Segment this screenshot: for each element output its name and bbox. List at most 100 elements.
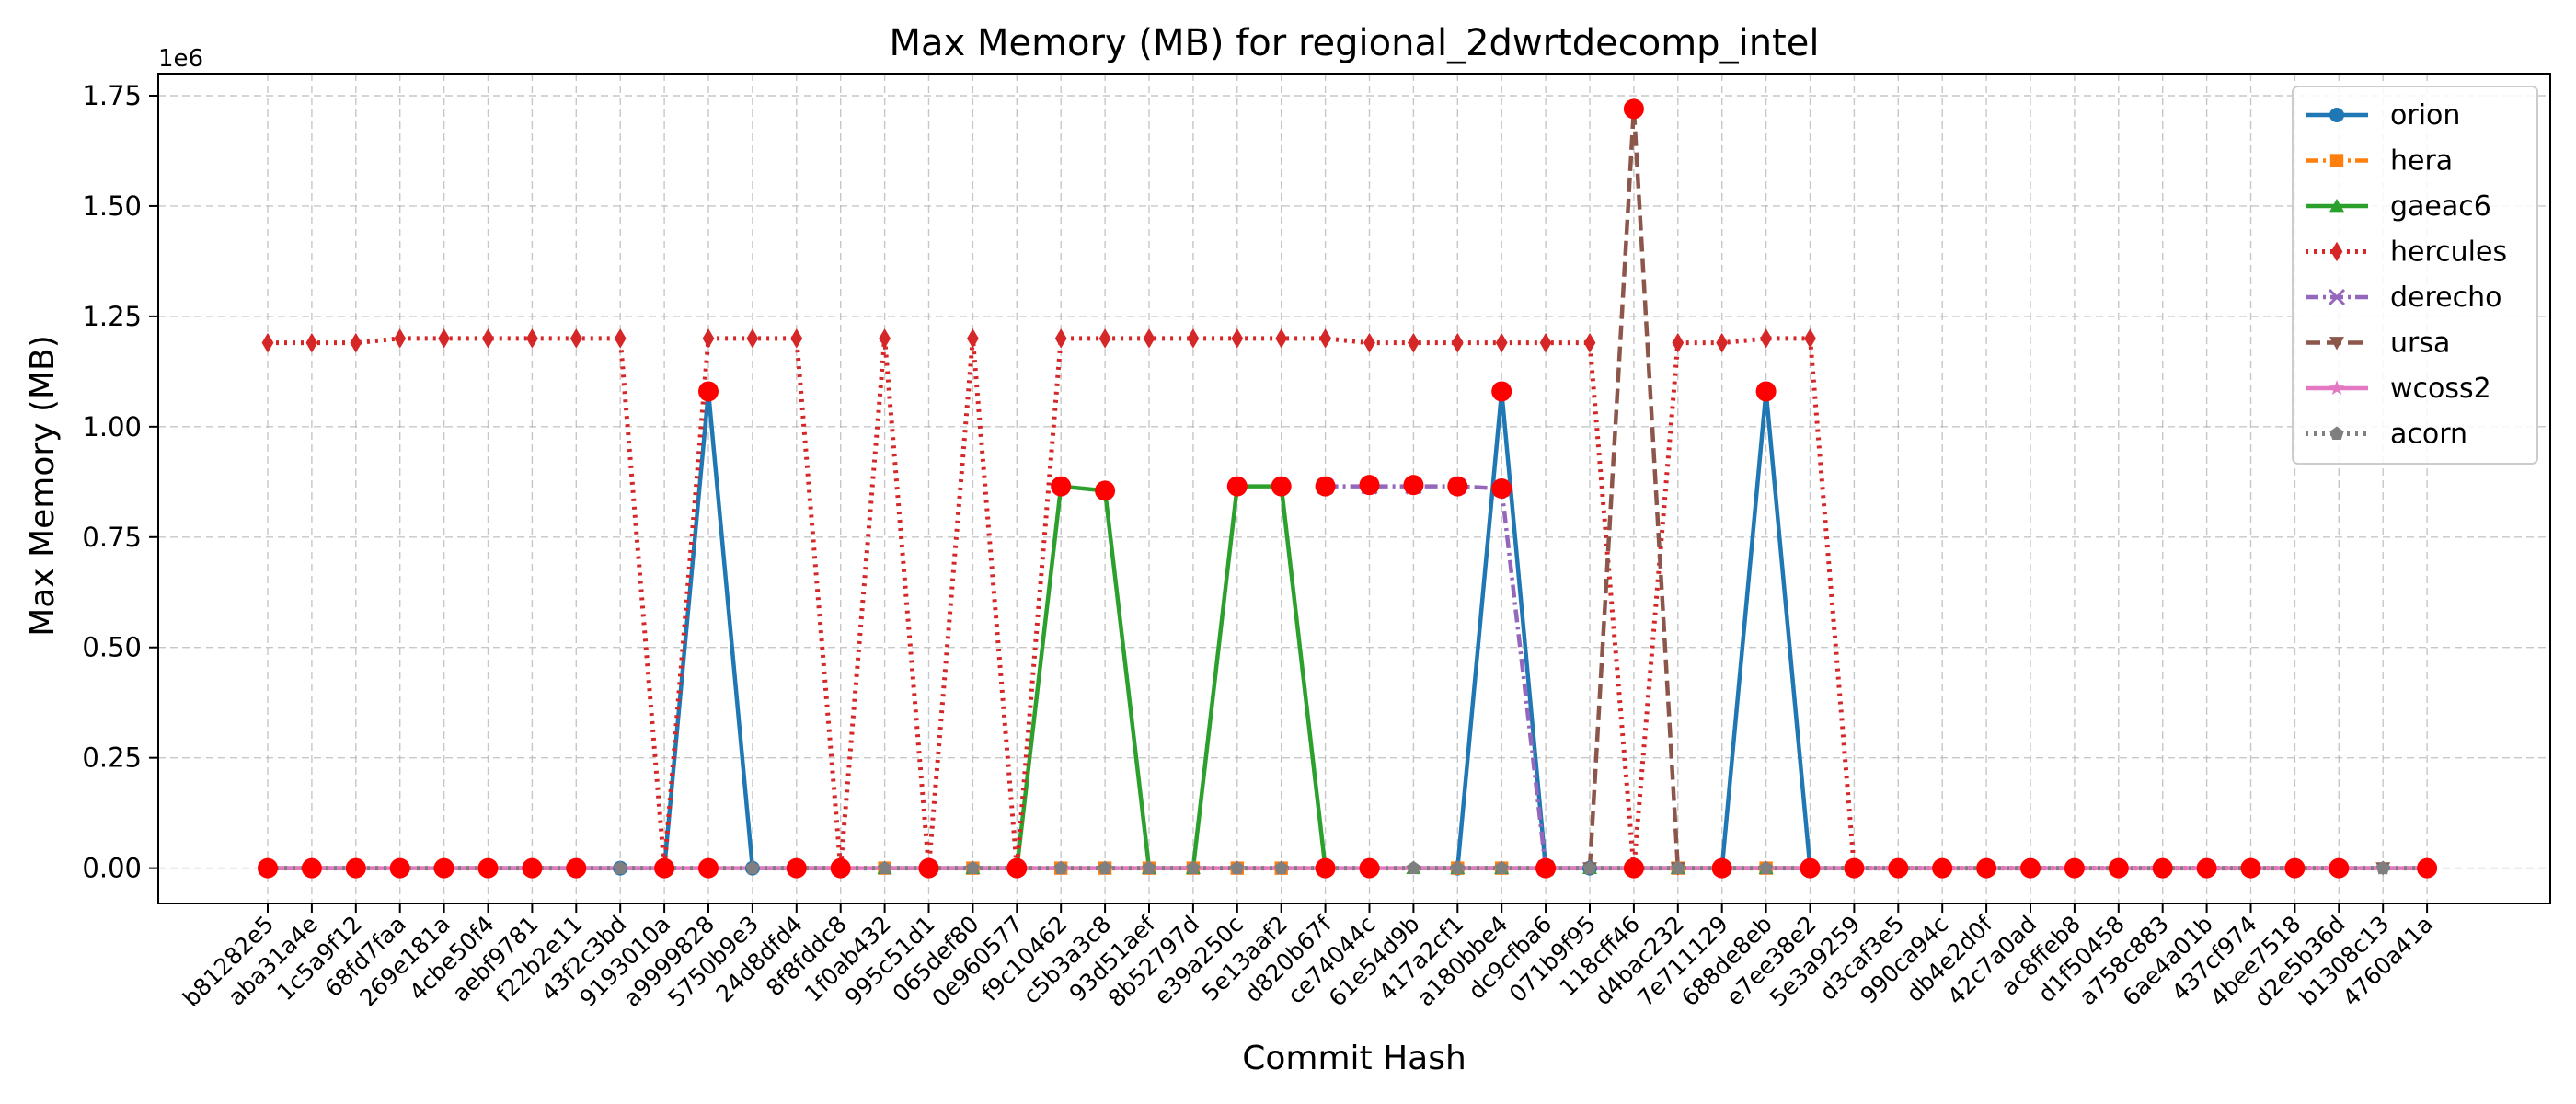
highlight-point [1447,476,1468,497]
legend-marker [2329,154,2344,167]
legend-entry-orion: orion [2306,99,2460,132]
data-point-acorn [1406,860,1421,875]
data-point-hercules [1716,332,1729,353]
highlight-point [1535,857,1557,879]
legend-label: hercules [2390,236,2507,269]
data-point-acorn [1671,860,1685,875]
highlight-point [1315,857,1336,879]
highlight-point [1623,857,1644,879]
highlight-point [1976,857,1997,879]
highlight-point [698,381,719,402]
highlight-point [1095,480,1116,501]
highlight-point [1359,857,1380,879]
highlight-point [1755,381,1777,402]
legend-marker [2328,288,2346,306]
legend-marker [2329,108,2344,122]
legend-label: acorn [2390,419,2467,451]
highlight-point [477,857,499,879]
legend-entry-hercules: hercules [2306,236,2507,269]
highlight-point [1359,475,1380,496]
highlight-point [1932,857,1953,879]
highlight-point [2108,857,2129,879]
legend-entry-derecho: derecho [2306,282,2502,314]
highlight-point [1711,857,1732,879]
data-point-acorn [1142,860,1156,875]
data-point-acorn [1450,860,1465,875]
data-point-hercules [305,332,318,353]
data-point-acorn [745,860,760,875]
y-tick-label: 1.75 [82,80,142,111]
legend-box [2292,86,2538,465]
data-point-acorn [1098,860,1112,875]
data-point-hercules [1451,332,1464,353]
highlight-point [1226,476,1248,497]
y-tick-label: 0.25 [82,742,142,774]
y-ticks: 0.00 0.25 0.50 0.75 1.00 1.25 1.50 1.75 [82,80,158,884]
legend-entry-ursa: ursa [2306,328,2450,360]
highlight-point [1844,857,1865,879]
plot-frame [157,73,2551,904]
highlight-point [2152,857,2173,879]
data-point-acorn [1053,860,1068,875]
data-point-hercules [1672,332,1685,353]
data-point-acorn [1186,860,1201,875]
data-point-acorn [613,860,627,875]
highlight-point [1800,857,1821,879]
legend-marker [2329,426,2344,440]
highlight-point [2240,857,2261,879]
data-point-hercules [746,328,759,349]
data-point-acorn [1582,860,1597,875]
legend-label: hera [2390,145,2453,178]
y-axis-label: Max Memory (MB) [24,335,62,637]
highlight-point [2196,857,2217,879]
legend-label: derecho [2390,282,2502,314]
highlight-point [2417,857,2438,879]
legend-marker [2329,337,2344,351]
data-point-acorn [2375,860,2390,875]
data-point-hercules [967,328,979,349]
highlight-point [345,857,366,879]
data-point-hercules [1319,328,1331,349]
data-point-hercules [1363,332,1375,353]
legend-marker [2329,380,2345,396]
legend-marker [2329,199,2344,213]
highlight-point [1271,476,1292,497]
y-tick-label: 1.50 [82,190,142,222]
y-tick-label: 0.50 [82,632,142,663]
data-point-hercules [482,328,494,349]
data-point-acorn [965,860,981,875]
data-point-hercules [614,328,627,349]
chart-title: Max Memory (MB) for regional_2dwrtdecomp… [890,22,1820,64]
data-point-hercules [1275,328,1288,349]
highlight-point [2329,857,2350,879]
y-multiplier-label: 1e6 [158,45,203,73]
highlight-point [786,857,807,879]
legend-label: ursa [2390,328,2450,360]
highlight-point [301,857,322,879]
highlight-markers [258,98,2438,879]
highlight-point [433,857,454,879]
legend-entry-acorn: acorn [2306,419,2467,451]
highlight-point [1888,857,1909,879]
highlight-point [1491,381,1512,402]
legend-label: wcoss2 [2390,373,2491,405]
data-point-hercules [1408,332,1420,353]
data-point-acorn [1758,860,1774,875]
legend: orion hera gaeac6 hercules derecho ursa wcoss2… [2292,86,2538,465]
highlight-point [1315,476,1336,497]
highlight-point [830,857,851,879]
legend-entry-gaeac6: gaeac6 [2306,190,2491,223]
data-point-hercules [350,332,362,353]
data-point-hercules [1539,332,1552,353]
legend-label: gaeac6 [2390,190,2491,223]
legend-entry-wcoss2: wcoss2 [2306,373,2491,405]
data-point-hercules [1495,332,1508,353]
highlight-point [389,857,410,879]
data-point-hercules [879,328,891,349]
highlight-point [566,857,587,879]
data-point-hercules [1098,328,1111,349]
data-point-acorn [1230,860,1245,875]
legend-entry-hera: hera [2306,145,2453,178]
data-point-hercules [1054,328,1067,349]
